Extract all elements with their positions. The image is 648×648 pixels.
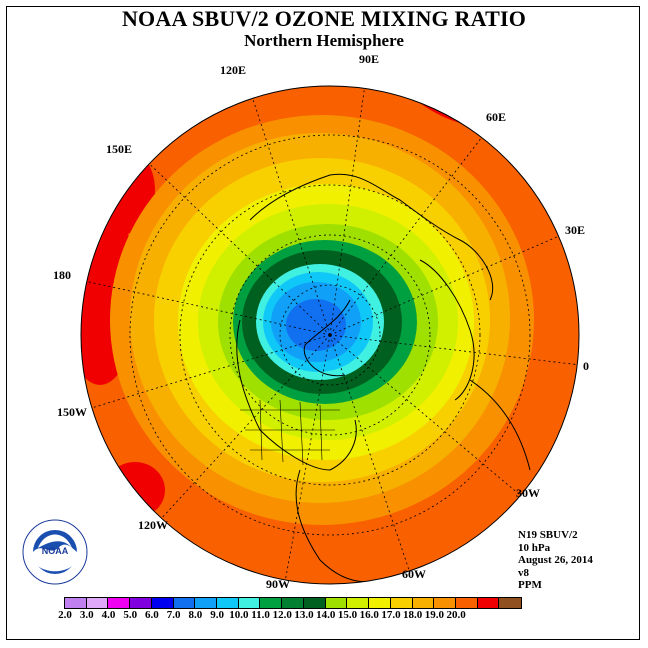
lon-label-0: 0 xyxy=(583,359,589,373)
colorbar-cell xyxy=(434,598,456,608)
colorbar-cell xyxy=(217,598,239,608)
colorbar-cell xyxy=(390,598,413,608)
colorbar-tick-label: 9.0 xyxy=(210,609,224,621)
colorbar-cell xyxy=(130,598,152,608)
map-title: NOAA SBUV/2 OZONE MIXING RATIO xyxy=(121,6,527,31)
colorbar-cell xyxy=(86,598,109,608)
colorbar-tick-label: 4.0 xyxy=(101,609,116,621)
colorbar-cell xyxy=(455,598,478,608)
lon-label-120w: 120W xyxy=(138,518,168,532)
colorbar-cell xyxy=(260,598,283,608)
colorbar-tick-label: 7.0 xyxy=(166,609,181,621)
colorbar-tick-label: 8.0 xyxy=(188,609,203,621)
colorbar-cell xyxy=(108,598,131,608)
colorbar-cell xyxy=(325,598,348,608)
colorbar-cell xyxy=(412,598,435,608)
colorbar-ticks: 2.0 3.0 4.0 5.0 6.0 7.0 8.0 9.0 10.0 11.0 12.0 13.0… xyxy=(0,609,648,623)
ozone-field xyxy=(81,86,579,584)
lon-label-90e: 90E xyxy=(359,52,380,66)
colorbar-cell xyxy=(65,598,87,608)
lon-label-150e: 150E xyxy=(106,142,133,156)
colorbar-cell xyxy=(238,598,261,608)
lon-label-30w: 30W xyxy=(516,486,540,500)
colorbar xyxy=(64,597,523,609)
colorbar-tick-label: 19.0 xyxy=(424,609,445,621)
info-date: August 26, 2014 xyxy=(518,554,593,566)
lon-label-60e: 60E xyxy=(486,110,507,124)
info-satellite: N19 SBUV/2 xyxy=(518,529,578,541)
colorbar-cell xyxy=(369,598,391,608)
colorbar-cell xyxy=(195,598,218,608)
info-units: PPM xyxy=(518,579,542,591)
colorbar-tick-label: 17.0 xyxy=(381,609,401,621)
colorbar-tick-label: 11.0 xyxy=(251,609,270,621)
colorbar-cell xyxy=(282,598,304,608)
info-pressure: 10 hPa xyxy=(518,541,551,554)
colorbar-tick-label: 13.0 xyxy=(294,609,314,621)
colorbar-cell xyxy=(151,598,174,608)
colorbar-tick-label: 5.0 xyxy=(123,609,138,621)
colorbar-tick-label: 14.0 xyxy=(316,609,336,621)
colorbar-tick-label: 16.0 xyxy=(359,609,379,621)
noaa-logo: NOAA xyxy=(22,519,88,585)
colorbar-cell xyxy=(173,598,196,608)
colorbar-cell xyxy=(477,598,500,608)
info-block: N19 SBUV/2 10 hPa August 26, 2014 v8 PPM xyxy=(518,529,593,592)
lon-label-90w: 90W xyxy=(266,577,290,591)
colorbar-tick-label: 3.0 xyxy=(79,609,94,621)
figure-frame xyxy=(6,6,640,640)
colorbar-cell xyxy=(303,598,326,608)
info-version: v8 xyxy=(518,566,529,579)
lon-label-60w: 60W xyxy=(402,567,426,581)
colorbar-cell xyxy=(347,598,370,608)
map-boundary xyxy=(80,85,580,585)
lon-label-150w: 150W xyxy=(57,405,87,419)
colorbar-tick-label: 20.0 xyxy=(446,609,466,621)
colorbar-tick-label: 15.0 xyxy=(337,609,358,621)
colorbar-tick-label: 18.0 xyxy=(403,609,423,621)
noaa-logo-text: NOAA xyxy=(42,546,69,556)
lon-label-120e: 120E xyxy=(220,63,247,77)
lon-label-180: 180 xyxy=(53,268,71,282)
colorbar-tick-label: 2.0 xyxy=(58,609,72,621)
colorbar-cell xyxy=(499,598,522,608)
colorbar-tick-label: 12.0 xyxy=(272,609,292,621)
lon-label-30e: 30E xyxy=(565,223,586,237)
colorbar-tick-label: 6.0 xyxy=(145,609,159,621)
map-subtitle: Northern Hemisphere xyxy=(244,31,404,50)
colorbar-tick-label: 10.0 xyxy=(229,609,249,621)
